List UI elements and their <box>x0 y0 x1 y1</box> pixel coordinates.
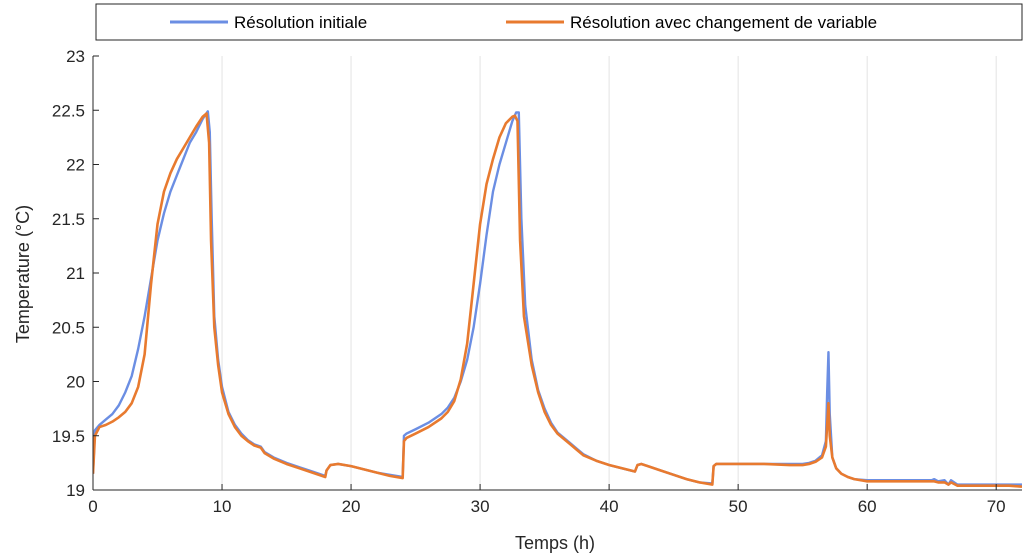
x-tick-label: 0 <box>88 497 97 516</box>
y-tick-label: 20.5 <box>52 318 85 337</box>
y-tick-label: 19.5 <box>52 427 85 446</box>
legend: Résolution initiale Résolution avec chan… <box>95 3 1023 41</box>
x-tick-label: 50 <box>729 497 748 516</box>
ticks: 0 10 20 30 40 50 60 70 19 19.5 20 20.5 21 21.5 22 22.5 2… <box>52 47 1006 516</box>
y-axis-label: Temperature (°C) <box>13 205 33 343</box>
x-tick-label: 20 <box>342 497 361 516</box>
y-tick-label: 21.5 <box>52 210 85 229</box>
x-tick-label: 70 <box>987 497 1006 516</box>
legend-label-1: Résolution initiale <box>234 13 367 32</box>
plot-area <box>93 110 1022 489</box>
x-tick-label: 30 <box>471 497 490 516</box>
y-tick-label: 23 <box>66 47 85 66</box>
legend-label-2: Résolution avec changement de variable <box>570 13 877 32</box>
y-tick-label: 20 <box>66 373 85 392</box>
y-tick-label: 22.5 <box>52 101 85 120</box>
y-tick-label: 22 <box>66 156 85 175</box>
series-line-2 <box>93 112 1022 489</box>
series-line-1 <box>93 110 1022 486</box>
axes <box>92 56 1022 491</box>
y-tick-label: 19 <box>66 481 85 500</box>
y-tick-label: 21 <box>66 264 85 283</box>
x-tick-label: 10 <box>213 497 232 516</box>
x-axis-label: Temps (h) <box>515 533 595 553</box>
x-tick-label: 60 <box>858 497 877 516</box>
x-tick-label: 40 <box>600 497 619 516</box>
grid-lines <box>221 56 997 490</box>
